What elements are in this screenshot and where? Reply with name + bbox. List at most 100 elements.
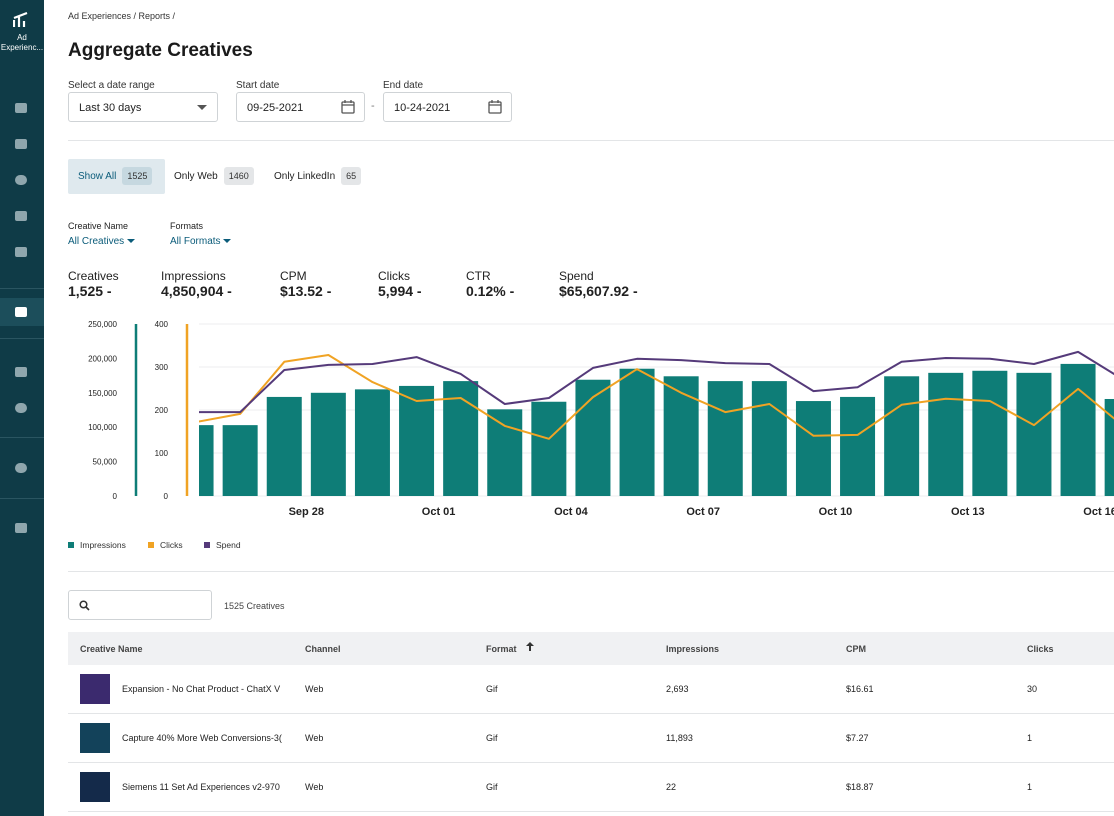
- legend-swatch: [148, 542, 154, 548]
- result-count: 1525 Creatives: [224, 601, 285, 611]
- bar: [266, 396, 302, 496]
- dropdown[interactable]: All Creatives: [68, 236, 135, 247]
- table-cell: 30: [1027, 684, 1038, 694]
- y-tick-label: 0: [113, 492, 118, 501]
- plot-area: [199, 350, 1114, 496]
- nav-tools[interactable]: [15, 523, 27, 533]
- nav-flag[interactable]: [15, 139, 27, 149]
- nav-settings[interactable]: [15, 463, 27, 473]
- table-cell: 11,893: [666, 733, 693, 743]
- calendar-icon[interactable]: [341, 100, 355, 114]
- table-cell: 1: [1027, 733, 1033, 743]
- thumbnail: [80, 772, 110, 802]
- bar: [751, 381, 787, 496]
- table-cell: $7.27: [846, 733, 869, 743]
- x-tick-label: Oct 10: [819, 506, 853, 518]
- table-cell: Web: [305, 782, 324, 792]
- y-tick-label: 200,000: [88, 354, 117, 363]
- tab[interactable]: Only Web 1460: [174, 167, 254, 185]
- y-tick-label: 50,000: [93, 458, 118, 467]
- table-cell: 2,693: [666, 684, 689, 694]
- column-header[interactable]: Format: [486, 644, 517, 654]
- thumbnail: [80, 674, 110, 704]
- x-tick-label: Oct 01: [422, 506, 456, 518]
- table-cell: Gif: [486, 782, 498, 792]
- stat-value: $13.52 -: [280, 283, 332, 299]
- nav-table[interactable]: [15, 307, 27, 317]
- nav-separator: [0, 498, 44, 499]
- column-header[interactable]: CPM: [846, 644, 866, 654]
- calendar-icon[interactable]: [488, 100, 502, 114]
- nav-trend[interactable]: [15, 247, 27, 257]
- column-header[interactable]: Impressions: [666, 644, 720, 654]
- nav-library[interactable]: [15, 367, 27, 377]
- legend-swatch: [68, 542, 74, 548]
- app-label[interactable]: Ad Experienc...: [0, 33, 44, 52]
- table-header: [68, 632, 1114, 665]
- tab-count: 1525: [122, 167, 153, 185]
- column-header[interactable]: Creative Name: [80, 644, 143, 654]
- nav-home[interactable]: [15, 103, 27, 113]
- table-cell[interactable]: Expansion - No Chat Product - ChatX V: [122, 684, 281, 694]
- sort-arrow[interactable]: [526, 642, 534, 652]
- dropdown-caret: [223, 239, 232, 243]
- tab[interactable]: Only LinkedIn 65: [274, 167, 362, 185]
- bar: [1104, 398, 1114, 496]
- start-date-input[interactable]: 09-25-2021: [236, 92, 365, 122]
- date-range-value: Last 30 days: [79, 102, 142, 114]
- dropdown-caret: [197, 105, 207, 110]
- stat-value: $65,607.92 -: [559, 283, 638, 299]
- x-tick-label: Oct 07: [686, 506, 720, 518]
- start-date-label: Start date: [236, 80, 280, 91]
- nav-active[interactable]: [0, 298, 44, 326]
- search-input[interactable]: [68, 590, 212, 620]
- table-cell[interactable]: Siemens 11 Set Ad Experiences v2-970: [122, 782, 280, 792]
- stat-label: Impressions: [161, 269, 226, 283]
- legend-swatch: [204, 542, 210, 548]
- table-cell[interactable]: Capture 40% More Web Conversions-3(: [122, 733, 282, 743]
- nav-separator: [0, 338, 44, 339]
- y2-tick-label: 300: [155, 363, 169, 372]
- breadcrumb[interactable]: Ad Experiences / Reports /: [68, 11, 176, 21]
- y2-tick-label: 100: [155, 449, 169, 458]
- stat-label: CTR: [466, 269, 491, 283]
- bar: [1016, 372, 1052, 496]
- page-title: Aggregate Creatives: [68, 40, 253, 61]
- y-tick-label: 250,000: [88, 320, 117, 329]
- stat-value: 5,994 -: [378, 283, 422, 299]
- bar: [310, 392, 346, 496]
- bar: [443, 381, 479, 496]
- table-cell: Gif: [486, 733, 498, 743]
- bar: [840, 396, 876, 496]
- bar: [575, 379, 611, 496]
- row-divider: [68, 762, 1114, 763]
- stat-label: Clicks: [378, 269, 410, 283]
- column-header[interactable]: Clicks: [1027, 644, 1054, 654]
- y-tick-label: 100,000: [88, 423, 117, 432]
- thumbnail: [80, 723, 110, 753]
- bar: [619, 368, 655, 496]
- bar: [972, 370, 1008, 496]
- x-tick-label: Sep 28: [289, 506, 324, 518]
- end-date-input[interactable]: 10-24-2021: [383, 92, 512, 122]
- legend-label: Impressions: [80, 540, 126, 550]
- bar: [222, 425, 258, 496]
- line-series: [199, 350, 1114, 414]
- divider: [68, 571, 1114, 572]
- nav-gauge[interactable]: [15, 175, 27, 185]
- column-header[interactable]: Channel: [305, 644, 341, 654]
- table-cell: Web: [305, 684, 324, 694]
- dropdown-caret: [126, 239, 135, 243]
- date-range-select[interactable]: Last 30 days: [68, 92, 218, 122]
- tab-label: Only Web: [174, 171, 218, 182]
- stat-value: 1,525 -: [68, 283, 112, 299]
- dropdown[interactable]: All Formats: [170, 236, 232, 247]
- start-date-value: 09-25-2021: [247, 102, 304, 114]
- x-tick-label: Oct 13: [951, 506, 985, 518]
- tab[interactable]: Show All 1525: [78, 167, 153, 185]
- nav-devices[interactable]: [15, 211, 27, 221]
- tab-count: 65: [341, 167, 362, 185]
- nav-user[interactable]: [15, 403, 27, 413]
- legend-label: Clicks: [160, 540, 183, 550]
